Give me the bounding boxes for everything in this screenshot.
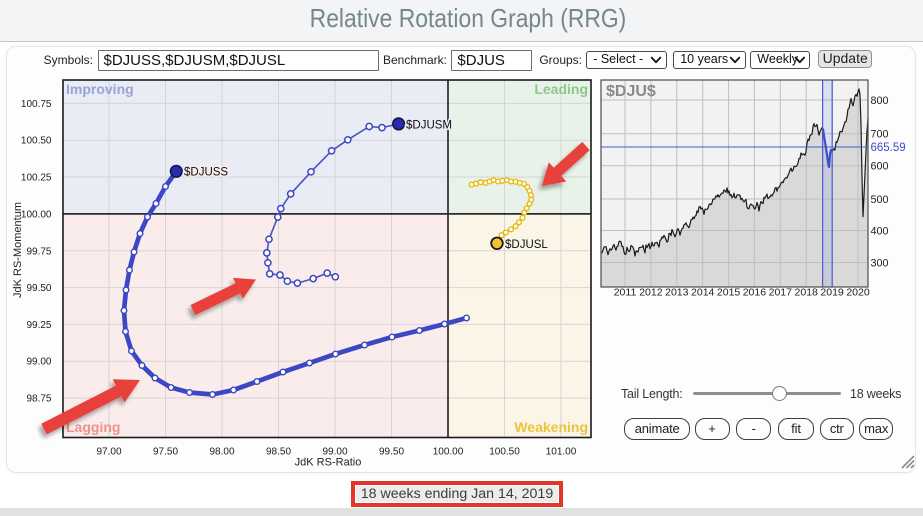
svg-text:97.00: 97.00 bbox=[96, 447, 121, 458]
svg-text:665.59: 665.59 bbox=[871, 142, 906, 154]
svg-text:99.25: 99.25 bbox=[26, 320, 51, 331]
svg-text:$DJUSS: $DJUSS bbox=[184, 167, 228, 179]
svg-text:100.00: 100.00 bbox=[21, 209, 52, 220]
svg-text:800: 800 bbox=[871, 95, 889, 107]
svg-text:101.00: 101.00 bbox=[546, 447, 577, 458]
svg-text:99.75: 99.75 bbox=[26, 246, 51, 257]
svg-text:Lagging: Lagging bbox=[66, 419, 120, 435]
svg-text:2014: 2014 bbox=[691, 287, 715, 299]
svg-text:300: 300 bbox=[871, 257, 889, 269]
svg-text:Weakening: Weakening bbox=[514, 419, 588, 435]
svg-text:98.75: 98.75 bbox=[26, 394, 51, 405]
svg-text:2017: 2017 bbox=[769, 287, 793, 299]
svg-text:500: 500 bbox=[871, 194, 889, 206]
svg-text:JdK RS-Momentum: JdK RS-Momentum bbox=[12, 202, 24, 298]
svg-text:100.50: 100.50 bbox=[21, 136, 52, 147]
svg-text:2012: 2012 bbox=[639, 287, 663, 299]
svg-text:Improving: Improving bbox=[66, 81, 134, 97]
svg-text:98.00: 98.00 bbox=[209, 447, 234, 458]
svg-text:98.50: 98.50 bbox=[266, 447, 291, 458]
svg-text:Leading: Leading bbox=[534, 81, 588, 97]
svg-text:100.50: 100.50 bbox=[489, 447, 520, 458]
svg-text:99.00: 99.00 bbox=[26, 357, 51, 368]
svg-text:2020: 2020 bbox=[846, 287, 870, 299]
svg-text:2019: 2019 bbox=[820, 287, 844, 299]
svg-text:$DJUSL: $DJUSL bbox=[505, 239, 548, 251]
svg-text:2016: 2016 bbox=[743, 287, 767, 299]
svg-text:99.50: 99.50 bbox=[26, 283, 51, 294]
svg-text:600: 600 bbox=[871, 161, 889, 173]
svg-text:$DJU$: $DJU$ bbox=[606, 83, 656, 100]
svg-text:400: 400 bbox=[871, 225, 889, 237]
svg-text:99.00: 99.00 bbox=[322, 447, 347, 458]
svg-text:700: 700 bbox=[871, 129, 889, 141]
svg-text:$DJUSM: $DJUSM bbox=[406, 120, 452, 132]
svg-text:2013: 2013 bbox=[665, 287, 689, 299]
svg-text:100.25: 100.25 bbox=[21, 173, 52, 184]
svg-text:97.50: 97.50 bbox=[153, 447, 178, 458]
svg-text:99.50: 99.50 bbox=[379, 447, 404, 458]
svg-text:100.75: 100.75 bbox=[21, 99, 52, 110]
svg-text:100.00: 100.00 bbox=[433, 447, 464, 458]
svg-text:2011: 2011 bbox=[614, 287, 637, 299]
svg-text:JdK RS-Ratio: JdK RS-Ratio bbox=[295, 457, 362, 469]
svg-text:2018: 2018 bbox=[795, 287, 819, 299]
svg-text:2015: 2015 bbox=[717, 287, 741, 299]
